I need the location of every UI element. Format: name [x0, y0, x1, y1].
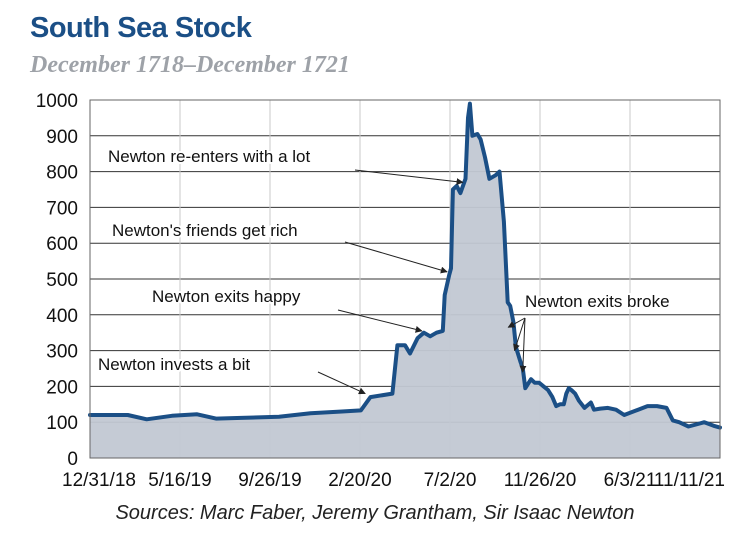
- annotation-label: Newton exits happy: [152, 287, 301, 306]
- x-tick-label: 9/26/19: [238, 470, 301, 491]
- y-tick-label: 0: [67, 449, 78, 470]
- x-tick-label: 12/31/18: [62, 470, 136, 491]
- series-line: [88, 101, 722, 430]
- y-tick-label: 1000: [36, 91, 78, 112]
- annotation-halo: Newton re-enters with a lot: [108, 147, 310, 166]
- y-tick-label: 200: [46, 377, 78, 398]
- x-tick-label: 6/3/21: [604, 470, 657, 491]
- x-tick-label: 7/2/20: [424, 470, 477, 491]
- annotation-arrow: [507, 317, 526, 328]
- y-tick-label: 800: [46, 163, 78, 184]
- plot-border: [89, 99, 721, 459]
- annotation-label: Newton exits broke: [525, 292, 670, 311]
- y-tick-label: 400: [46, 306, 78, 327]
- chart-sources: Sources: Marc Faber, Jeremy Grantham, Si…: [115, 502, 635, 524]
- y-tick-label: 300: [46, 342, 78, 363]
- annotation-halo: Newton invests a bit: [98, 355, 250, 374]
- chart-title: South Sea Stock: [30, 12, 252, 44]
- annotation-arrow: [317, 371, 366, 395]
- annotation-label: Newton's friends get rich: [112, 221, 298, 240]
- chart-subtitle: December 1718–December 1721: [30, 52, 350, 78]
- x-tick-label: 5/16/19: [148, 470, 211, 491]
- annotation-arrow: [519, 317, 527, 373]
- annotation-halo: Newton exits broke: [525, 292, 670, 311]
- annotation-halo: Newton exits happy: [152, 287, 301, 306]
- y-tick-label: 600: [46, 234, 78, 255]
- annotation-label: Newton re-enters with a lot: [108, 147, 310, 166]
- series-area-fill: [90, 103, 720, 458]
- x-tick-label: 11/26/20: [504, 470, 577, 491]
- annotation-halo: Newton's friends get rich: [112, 221, 298, 240]
- y-tick-label: 500: [46, 270, 78, 291]
- annotation-arrow: [337, 309, 423, 333]
- y-tick-label: 900: [46, 127, 78, 148]
- x-tick-label: 11/11/21: [654, 470, 725, 491]
- y-tick-label: 700: [46, 198, 78, 219]
- annotation-arrow: [354, 169, 464, 186]
- annotation-arrow: [513, 317, 526, 352]
- annotation-arrow: [344, 241, 448, 274]
- y-tick-label: 100: [46, 413, 78, 434]
- axes: 0 100 200 300 400 500 600 700 800 900 1000 12/31/18…: [36, 91, 725, 491]
- x-tick-label: 2/20/20: [328, 470, 391, 491]
- series-area: [88, 101, 722, 458]
- annotation-label: Newton invests a bit: [98, 355, 250, 374]
